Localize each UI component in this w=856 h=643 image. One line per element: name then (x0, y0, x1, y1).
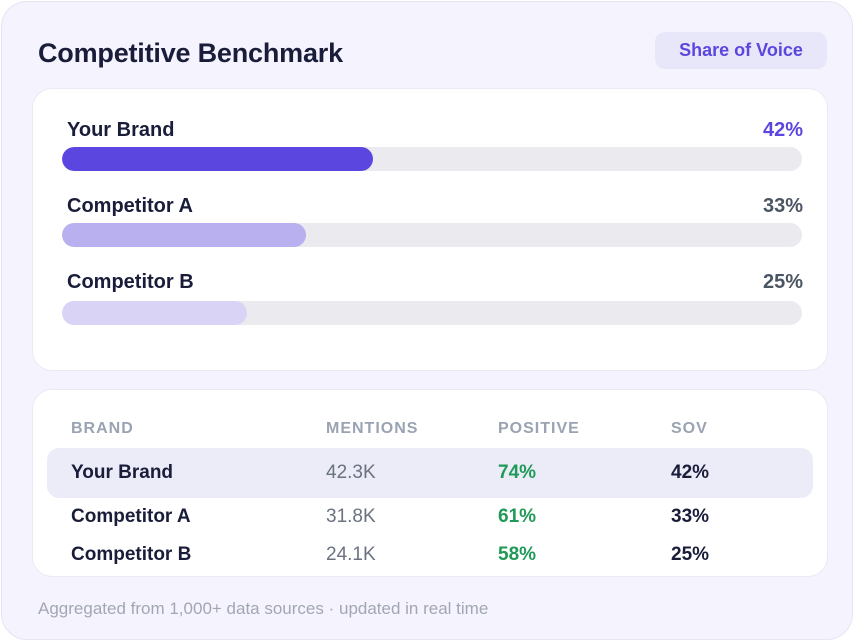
bar-track (62, 147, 802, 171)
bar-label: Competitor B (67, 271, 194, 293)
bar-track (62, 223, 802, 247)
cell-sov: 42% (671, 462, 710, 483)
bar-value: 33% (762, 195, 803, 217)
cell-mentions: 42.3K (326, 462, 376, 483)
column-header-sov: SOV (671, 420, 708, 437)
bar-value: 42% (762, 119, 803, 141)
bar-fill (62, 223, 307, 247)
card-title: Competitive Benchmark (38, 38, 343, 68)
bar-fill (62, 301, 247, 325)
cell-positive: 74% (498, 462, 537, 483)
footer-note: Aggregated from 1,000+ data sources · up… (38, 599, 489, 618)
bar-track (62, 301, 802, 325)
cell-mentions: 24.1K (326, 544, 376, 565)
highlighted-row (47, 448, 813, 498)
cell-sov: 25% (671, 544, 710, 565)
cell-positive: 61% (498, 506, 537, 527)
cell-positive: 58% (498, 544, 537, 565)
column-header-positive: POSITIVE (498, 420, 580, 437)
column-header-brand: BRAND (71, 420, 134, 437)
share-of-voice-badge[interactable]: Share of Voice (655, 32, 827, 69)
benchmark-table: BRAND MENTIONS POSITIVE SOV Your Brand 4… (32, 389, 828, 577)
column-header-mentions: MENTIONS (326, 420, 419, 437)
bar-label: Competitor A (67, 195, 193, 217)
bar-value: 25% (762, 271, 803, 293)
cell-brand: Competitor A (71, 506, 191, 527)
cell-mentions: 31.8K (326, 506, 376, 527)
bar-label: Your Brand (67, 119, 175, 141)
cell-brand: Your Brand (71, 462, 174, 483)
share-of-voice-panel: Your Brand 42% Competitor A 33% Competit… (32, 88, 828, 371)
bar-fill (62, 147, 373, 171)
cell-brand: Competitor B (71, 544, 192, 565)
cell-sov: 33% (671, 506, 710, 527)
